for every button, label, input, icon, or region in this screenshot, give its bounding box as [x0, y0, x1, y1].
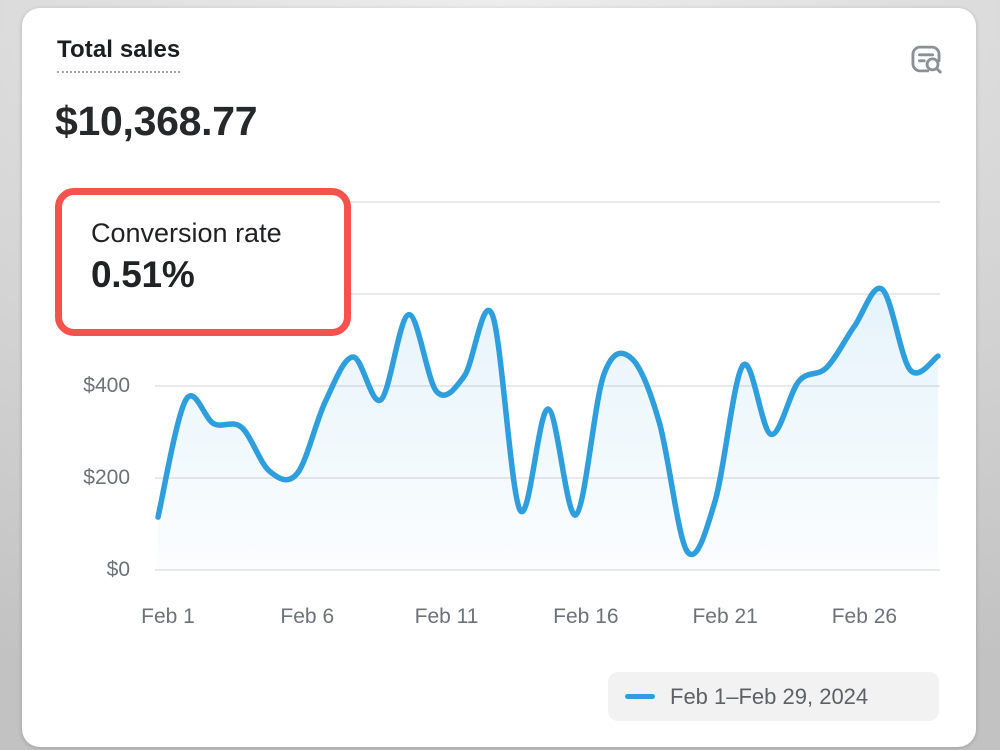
view-report-button[interactable] — [904, 38, 948, 80]
chart-legend[interactable]: Feb 1–Feb 29, 2024 — [608, 672, 939, 721]
x-tick-label: Feb 21 — [692, 605, 758, 628]
conversion-rate-callout: Conversion rate 0.51% — [55, 188, 351, 336]
x-tick-label: Feb 16 — [553, 605, 619, 628]
x-tick-label: Feb 26 — [831, 605, 898, 628]
legend-series-label: Feb 1–Feb 29, 2024 — [670, 683, 869, 709]
y-tick-label: $400 — [83, 374, 130, 397]
sales-line-chart[interactable] — [22, 8, 976, 747]
total-sales-value: $10,368.77 — [55, 98, 258, 144]
chart-line-series — [155, 285, 941, 558]
conversion-rate-value: 0.51% — [91, 254, 195, 295]
conversion-rate-label: Conversion rate — [91, 218, 282, 248]
report-search-icon — [907, 40, 945, 78]
y-tick-label: $0 — [106, 558, 130, 581]
card-title: Total sales — [57, 36, 181, 73]
total-sales-card: Total sales $10,368.77 $400 $200 $0 Feb 1 F… — [22, 8, 976, 747]
x-tick-label: Feb 1 — [141, 605, 195, 628]
y-tick-label: $200 — [83, 466, 130, 489]
legend-series-dash-icon — [625, 694, 655, 699]
card-title-text[interactable]: Total sales — [57, 36, 181, 73]
x-tick-label: Feb 11 — [414, 605, 479, 628]
x-tick-label: Feb 6 — [280, 605, 335, 628]
